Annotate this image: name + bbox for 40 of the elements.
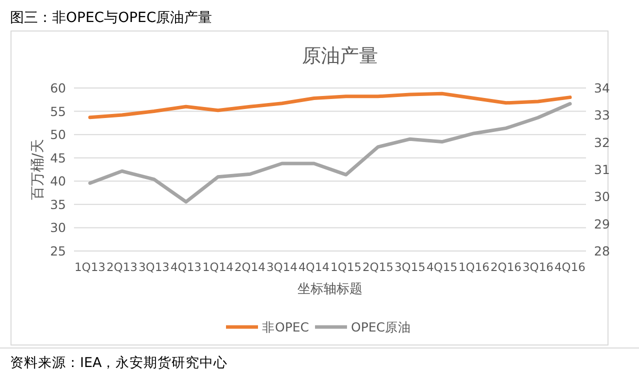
y-tick-label: 45 (50, 150, 66, 166)
chart-title: 原油产量 (302, 45, 378, 67)
x-tick-label: 4Q15 (426, 260, 458, 274)
x-tick-label: 3Q14 (266, 260, 298, 274)
x-tick-label: 3Q16 (522, 260, 554, 274)
y2-tick-label: 30 (594, 189, 610, 204)
line-series (88, 92, 572, 120)
x-tick-label: 2Q14 (234, 260, 266, 274)
y-tick-label: 50 (50, 127, 66, 142)
y-tick-label: 55 (50, 104, 66, 119)
x-tick-label: 1Q13 (74, 260, 106, 274)
line-series (88, 102, 572, 204)
y-axis-title: 百万桶/天 (30, 139, 46, 200)
y2-tick-label: 31 (594, 162, 610, 177)
chart-subtitle: 图三：非OPEC与OPEC原油产量 (10, 10, 212, 26)
y2-tick-label: 33 (594, 108, 610, 123)
x-tick-label: 4Q14 (298, 260, 330, 274)
x-tick-label: 2Q13 (106, 260, 138, 274)
x-tick-label: 2Q15 (362, 260, 394, 274)
text: 资料来源：IEA，永安期货研究中心 (10, 355, 228, 371)
x-tick-label: 2Q16 (490, 260, 522, 274)
y2-tick-label: 29 (594, 216, 610, 232)
y2-tick-label: 34 (594, 80, 610, 96)
y2-tick-label: 28 (594, 244, 610, 258)
y-tick-label: 40 (50, 174, 66, 189)
x-tick-label: 1Q15 (330, 260, 362, 274)
x-tick-label: 4Q16 (554, 260, 586, 274)
x-tick-label: 1Q16 (458, 260, 490, 274)
x-tick-label: 3Q15 (394, 260, 426, 274)
x-axis-title: 坐标轴标题 (298, 282, 362, 297)
x-tick-label: 4Q13 (170, 260, 202, 274)
y-tick-label: 25 (50, 244, 66, 258)
y-tick-label: 30 (50, 220, 66, 236)
legend-label: OPEC原油 (351, 320, 412, 334)
y-tick-label: 60 (50, 80, 66, 96)
x-tick-label: 3Q13 (138, 260, 170, 274)
y-tick-label: 35 (50, 196, 66, 212)
legend-label: 非OPEC (262, 320, 310, 334)
x-tick-label: 1Q14 (202, 260, 234, 274)
y2-tick-label: 32 (594, 134, 610, 150)
